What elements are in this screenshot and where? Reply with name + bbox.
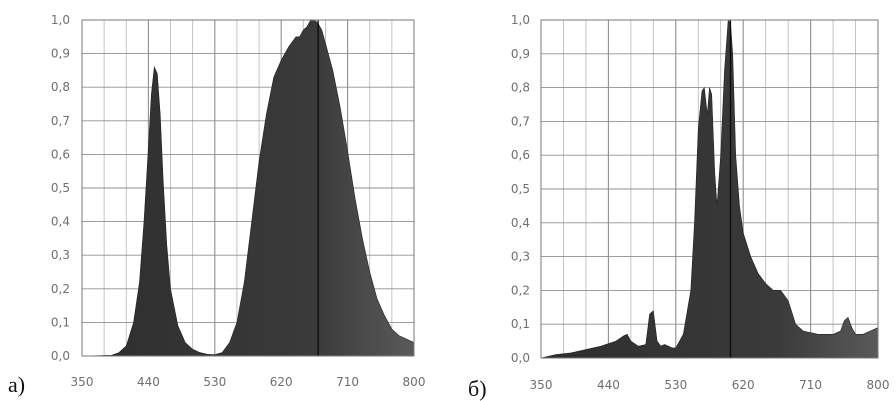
y-tick-label: 0,2 [51,282,70,296]
panel-label: б) [468,376,487,401]
y-tick-label: 0,0 [51,349,70,363]
plot-frame [540,19,879,359]
x-tick-label: 440 [597,378,620,392]
spectrum-area [81,19,415,357]
y-tick-label: 0,7 [511,114,530,128]
chart-panel-b: 0,0 0,1 0,2 0,3 0,4 0,5 0,6 0,7 0,8 0,9 1,0 350 440 5… [468,13,889,401]
x-tick-label: 440 [137,375,160,389]
y-tick-label: 0,6 [51,147,70,161]
x-tick-label: 620 [732,378,755,392]
y-tick-label: 0,3 [51,248,70,262]
y-tick-label: 0,7 [51,114,70,128]
y-tick-label: 0,5 [51,181,70,195]
x-tick-label: 710 [336,375,359,389]
y-tick-label: 0,6 [511,148,530,162]
chart-panel-a: 0,0 0,1 0,2 0,3 0,4 0,5 0,6 0,7 0,8 0,9 1,0 350 440 5… [8,13,425,397]
y-tick-label: 0,3 [511,250,530,264]
y-tick-label: 0,9 [511,47,530,61]
x-tick-label: 530 [203,375,226,389]
x-tick-label: 350 [71,375,94,389]
spectrum-area [540,19,879,359]
y-tick-label: 0,4 [511,216,530,230]
x-tick-label: 530 [664,378,687,392]
y-tick-label: 0,2 [511,283,530,297]
x-tick-label: 800 [867,378,890,392]
y-tick-label: 0,4 [51,215,70,229]
y-tick-label: 0,8 [511,81,530,95]
y-tick-label: 0,0 [511,351,530,365]
plot-frame [81,19,415,357]
x-tick-label: 710 [799,378,822,392]
x-tick-label: 620 [270,375,293,389]
y-tick-label: 1,0 [511,13,530,27]
x-tick-label: 350 [530,378,553,392]
y-tick-label: 0,8 [51,80,70,94]
y-tick-label: 0,1 [511,317,530,331]
y-tick-label: 0,9 [51,47,70,61]
y-tick-label: 0,1 [51,315,70,329]
x-tick-label: 800 [403,375,426,389]
panel-label: а) [8,372,25,397]
y-tick-label: 0,5 [511,182,530,196]
y-tick-label: 1,0 [51,13,70,27]
